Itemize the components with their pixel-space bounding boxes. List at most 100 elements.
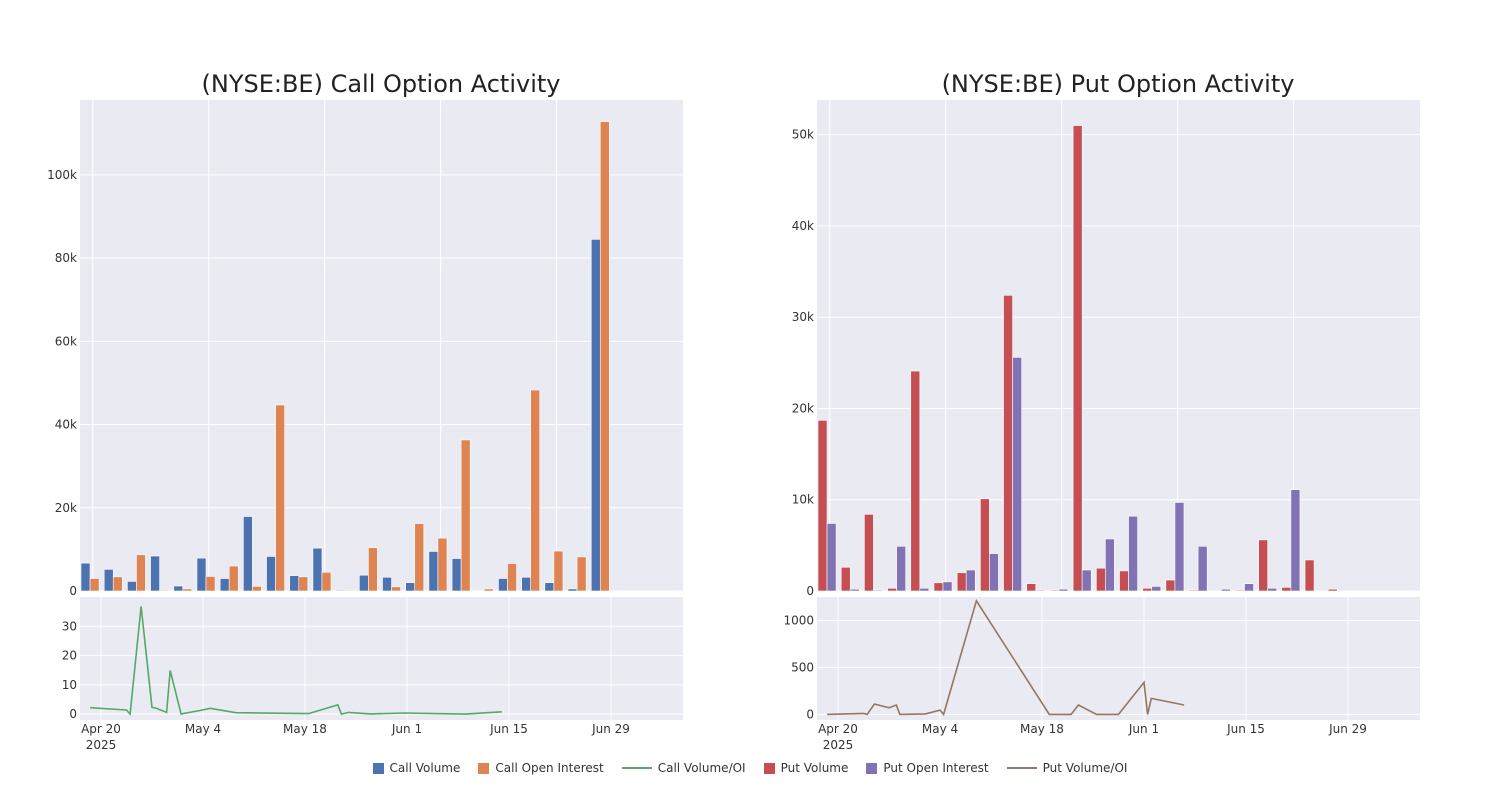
put-y-tick-label: 10k bbox=[792, 493, 814, 507]
put-bar-open-interest bbox=[1035, 589, 1046, 592]
put-bar-open-interest bbox=[826, 523, 837, 592]
call-ratio-y-tick-label: 0 bbox=[69, 707, 77, 721]
put-ratio-y-tick-label: 0 bbox=[806, 707, 814, 721]
call-bar-volume bbox=[567, 588, 578, 592]
put-chart-title: (NYSE:BE) Put Option Activity bbox=[942, 70, 1295, 98]
call-y-tick-label: 20k bbox=[55, 501, 77, 515]
call-bar-volume bbox=[521, 576, 531, 592]
put-ratio-line bbox=[827, 598, 1185, 717]
legend-swatch-call-volume bbox=[372, 762, 384, 774]
call-bar-volume bbox=[103, 569, 114, 592]
put-bar-volume bbox=[864, 514, 874, 592]
put-bar-volume bbox=[1142, 587, 1153, 592]
put-bar-volume bbox=[1165, 579, 1176, 592]
call-bar-volume bbox=[451, 558, 462, 592]
call-bar-volume bbox=[428, 551, 439, 592]
call-bar-volume bbox=[173, 585, 184, 592]
call-bar-open-interest bbox=[321, 571, 332, 592]
put-bar-open-interest bbox=[896, 545, 906, 592]
legend-swatch-call-open-interest bbox=[478, 762, 490, 774]
call-bar-open-interest bbox=[484, 588, 494, 592]
call-bar-volume bbox=[150, 555, 160, 592]
put-bar-open-interest bbox=[1058, 588, 1069, 592]
legend-swatch-call-volume-oi bbox=[621, 767, 652, 769]
put-bar-volume bbox=[956, 572, 967, 592]
legend: Call Volume Call Open Interest Call Volu… bbox=[0, 757, 1500, 779]
put-bar-volume bbox=[1096, 567, 1106, 592]
call-plot-area bbox=[80, 100, 683, 591]
put-bar-volume bbox=[1026, 583, 1037, 592]
call-y-tick-label: 100k bbox=[47, 168, 77, 182]
put-bar-open-interest bbox=[1221, 588, 1231, 592]
put-bar-volume bbox=[1119, 570, 1129, 592]
legend-item-call-volume-oi[interactable]: Call Volume/OI bbox=[621, 761, 746, 775]
call-bar-volume bbox=[219, 578, 230, 592]
put-bar-volume bbox=[910, 370, 921, 592]
put-x-tick-label: Jun 29 bbox=[1328, 722, 1367, 736]
call-bar-volume bbox=[335, 589, 346, 592]
call-x-tick-label: Jun 1 bbox=[391, 722, 422, 736]
put-x-tick-label: May 4 bbox=[922, 722, 958, 736]
call-y-tick-label: 0 bbox=[69, 584, 77, 598]
call-x-tick-label: Jun 15 bbox=[489, 722, 528, 736]
put-bar-volume bbox=[1327, 588, 1338, 592]
call-ratio-y-tick-label: 20 bbox=[62, 649, 77, 663]
put-bar-volume bbox=[840, 566, 851, 592]
legend-label-put-volume-oi: Put Volume/OI bbox=[1042, 761, 1128, 775]
call-bar-volume bbox=[544, 582, 555, 592]
put-bar-volume bbox=[817, 420, 828, 592]
put-bar-open-interest bbox=[849, 588, 860, 592]
call-bar-open-interest bbox=[344, 589, 355, 592]
call-bar-open-interest bbox=[368, 547, 378, 592]
put-bar-volume bbox=[1072, 125, 1083, 592]
legend-label-call-open-interest: Call Open Interest bbox=[495, 761, 604, 775]
call-bar-volume bbox=[382, 576, 392, 592]
call-bar-open-interest bbox=[228, 565, 239, 592]
put-bar-volume bbox=[1235, 589, 1245, 592]
call-y-tick-label: 60k bbox=[55, 334, 77, 348]
put-ratio-plot-area bbox=[817, 597, 1420, 720]
legend-item-put-volume-oi[interactable]: Put Volume/OI bbox=[1006, 761, 1128, 775]
call-bar-volume bbox=[127, 581, 137, 592]
call-x-tick-label: Apr 20 bbox=[81, 722, 121, 736]
legend-item-put-volume[interactable]: Put Volume bbox=[763, 761, 848, 775]
call-bar-volume bbox=[243, 516, 253, 592]
put-x-tick-year-label: 2025 bbox=[823, 738, 854, 752]
call-bar-open-interest bbox=[159, 589, 169, 592]
put-bar-open-interest bbox=[1012, 357, 1022, 592]
put-bar-open-interest bbox=[1105, 538, 1115, 592]
call-x-tick-label: May 18 bbox=[283, 722, 327, 736]
put-bar-open-interest bbox=[1267, 587, 1278, 592]
legend-item-call-volume[interactable]: Call Volume bbox=[372, 761, 460, 775]
call-ratio-y-tick-label: 30 bbox=[62, 619, 77, 633]
put-bar-open-interest bbox=[942, 581, 953, 592]
put-bar-volume bbox=[1049, 589, 1060, 592]
legend-item-put-open-interest[interactable]: Put Open Interest bbox=[866, 761, 989, 775]
legend-swatch-put-volume bbox=[763, 762, 775, 774]
put-y-tick-label: 40k bbox=[792, 219, 814, 233]
legend-item-call-open-interest[interactable]: Call Open Interest bbox=[478, 761, 604, 775]
put-bar-open-interest bbox=[1151, 586, 1162, 592]
call-bar-open-interest bbox=[136, 554, 146, 592]
put-bar-open-interest bbox=[1128, 515, 1138, 592]
call-bar-open-interest bbox=[599, 121, 610, 592]
legend-label-put-open-interest: Put Open Interest bbox=[883, 761, 989, 775]
call-bar-open-interest bbox=[205, 576, 216, 592]
call-bar-open-interest bbox=[530, 389, 541, 592]
call-bar-volume bbox=[359, 574, 369, 592]
put-bar-volume bbox=[887, 587, 897, 592]
call-x-tick-year-label: 2025 bbox=[86, 738, 117, 752]
call-bar-open-interest bbox=[414, 523, 425, 592]
put-ratio-y-tick-label: 1000 bbox=[783, 613, 814, 627]
put-bar-open-interest bbox=[1244, 583, 1254, 592]
put-bar-open-interest bbox=[989, 553, 999, 592]
call-y-tick-label: 80k bbox=[55, 251, 77, 265]
put-y-tick-label: 30k bbox=[792, 310, 814, 324]
put-bar-volume bbox=[1258, 539, 1268, 592]
put-bar-volume bbox=[980, 498, 990, 592]
put-x-tick-label: Apr 20 bbox=[818, 722, 858, 736]
put-bar-open-interest bbox=[1174, 502, 1185, 592]
put-bar-open-interest bbox=[1081, 569, 1092, 592]
put-bar-volume bbox=[1304, 559, 1315, 592]
